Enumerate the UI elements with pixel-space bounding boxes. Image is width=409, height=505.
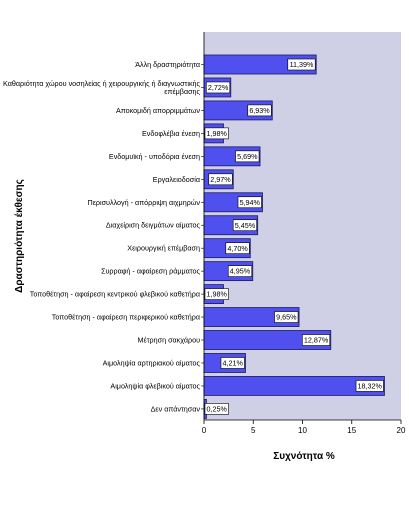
data-label-box [208,173,233,186]
y-axis-title: Δραστηριότητα έκθεσης [14,179,25,293]
category-label: Άλλη δραστηριότητα [135,60,200,69]
data-label: 4,95% [230,267,251,276]
data-label-box [204,288,229,300]
category-label: Αιμοληψία αρτηριακού αίματος [103,358,201,367]
data-label: 11,39% [290,60,314,69]
x-axis-title: Συχνότητα % [273,451,335,462]
data-label: 2,72% [208,83,229,92]
category-label: Περισυλλογή - απόρριψη αιχμηρών [88,198,201,207]
data-label: 4,21% [223,359,244,368]
category-label: Τοποθέτηση - αφαίρεση περιφερικού καθετή… [52,313,200,322]
data-label-box [237,196,262,209]
category-label: Ενδοφλέβια ένεση [142,129,200,138]
data-label-box [302,334,331,346]
data-label: 5,45% [235,221,256,230]
data-label-box [220,357,245,369]
data-label-box [232,219,257,232]
category-label: Χειρουργική επέμβαση [127,244,200,253]
data-label: 18,32% [358,382,383,391]
data-label-box [225,242,250,254]
category-label: Εργαλειοδοσία [153,175,200,184]
category-label: Αιμοληψία φλεβικού αίματος [110,381,200,390]
data-label: 12,87% [304,336,329,345]
category-label: Αποκομιδή απορριμμάτων [116,106,200,115]
data-label-box [235,150,260,163]
data-label-box [204,127,229,140]
data-label-box [227,265,253,277]
bars-group: 11,39% 2,72% 6,93% 1,98% 5,69% 2,97% 5,94% 5,45… [203,54,385,419]
category-label: Καθαριότητα χώρου νοσηλείας ή χειρουργικ… [3,79,200,96]
data-label: 5,94% [240,198,261,207]
data-label: 0,25% [207,405,228,414]
category-label: Συρραφή - αφαίρεση ράμματος [101,267,200,276]
x-tick-label: 15 [347,426,356,435]
category-labels: Άλλη δραστηριότητα Καθαριότητα χώρου νοση… [3,60,204,413]
category-label: Διαχείριση δειγμάτων αίματος [106,221,201,230]
data-label-box [287,58,316,71]
x-tick-label: 0 [202,426,207,435]
category-label: Μέτρηση σακχάρου [138,336,201,345]
data-label: 5,69% [237,152,258,161]
data-label: 1,98% [207,290,228,299]
data-label: 2,97% [210,175,231,184]
category-label: Δεν απάντησαν [151,404,201,413]
data-label: 4,70% [227,244,248,253]
data-label-box [205,81,231,94]
data-label-box [204,403,229,415]
data-label-box [247,104,272,117]
data-label: 9,65% [276,313,297,322]
data-label: 1,98% [207,129,228,138]
x-tick-label: 5 [251,426,256,435]
data-label-box [355,380,384,392]
data-label-box [274,311,299,323]
category-label: Ενδομυϊκή - υποδόρια ένεση [109,152,200,161]
x-tick-label: 10 [298,426,307,435]
data-label: 6,93% [249,106,270,115]
x-axis: 0 5 10 15 20 [202,32,406,435]
category-label: Τοποθέτηση - αφαίρεση κεντρικού φλεβικού… [30,290,200,299]
x-tick-label: 20 [397,426,406,435]
